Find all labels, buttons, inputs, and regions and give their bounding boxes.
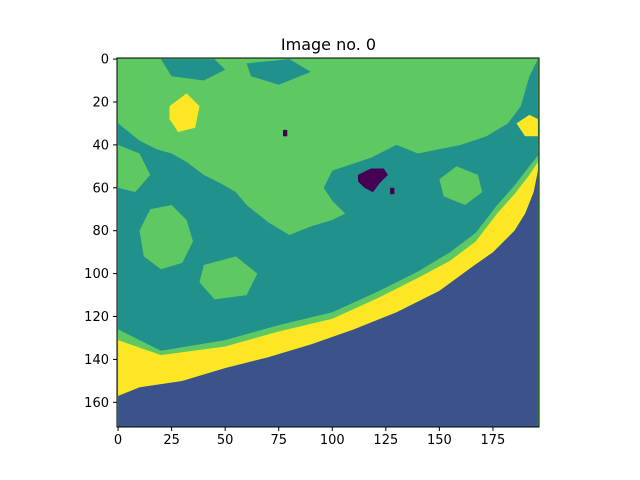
heatmap-region-class-1-0 bbox=[118, 170, 538, 427]
x-tick-label: 75 bbox=[270, 433, 287, 448]
heatmap-region-class-3-3 bbox=[139, 205, 193, 270]
x-tick-label: 100 bbox=[320, 433, 345, 448]
heatmap-region-class-3-6 bbox=[118, 144, 151, 193]
y-tick-label: 140 bbox=[84, 353, 109, 368]
heatmap-region-class-4-1 bbox=[118, 162, 538, 396]
heatmap-region-class-2-7 bbox=[160, 59, 226, 81]
x-tick-label: 125 bbox=[373, 433, 398, 448]
heatmap-region-class-0-13 bbox=[390, 187, 395, 195]
y-tick-label: 20 bbox=[92, 95, 109, 110]
x-tick-label: 50 bbox=[217, 433, 234, 448]
x-axis: 0 25 50 75 100 125 150 175 bbox=[114, 427, 505, 448]
x-tick-label: 150 bbox=[427, 433, 452, 448]
y-tick-label: 0 bbox=[101, 53, 109, 68]
heatmap-region-class-4-10 bbox=[516, 114, 538, 137]
heatmap-region-class-3-4 bbox=[439, 166, 483, 205]
heatmap-region-class-0-11 bbox=[358, 168, 388, 193]
y-tick-label: 120 bbox=[84, 310, 109, 325]
heatmap-region-class-0-12 bbox=[283, 129, 288, 137]
y-tick-label: 100 bbox=[84, 267, 109, 282]
heatmap-region-class-3-5 bbox=[199, 256, 258, 300]
x-tick-label: 0 bbox=[114, 433, 122, 448]
plot-area bbox=[117, 58, 539, 427]
heatmap-region-class-4-9 bbox=[169, 93, 200, 132]
y-tick-label: 80 bbox=[92, 224, 109, 239]
chart-title: Image no. 0 bbox=[281, 35, 376, 54]
axes-frame bbox=[116, 57, 540, 428]
x-tick-label: 25 bbox=[163, 433, 180, 448]
y-axis: 0 20 40 60 80 100 120 140 160 bbox=[84, 53, 117, 411]
y-tick-label: 160 bbox=[84, 396, 109, 411]
y-tick-label: 40 bbox=[92, 138, 109, 153]
y-tick-label: 60 bbox=[92, 181, 109, 196]
heatmap-region-class-2-8 bbox=[246, 59, 311, 85]
x-tick-label: 175 bbox=[481, 433, 506, 448]
